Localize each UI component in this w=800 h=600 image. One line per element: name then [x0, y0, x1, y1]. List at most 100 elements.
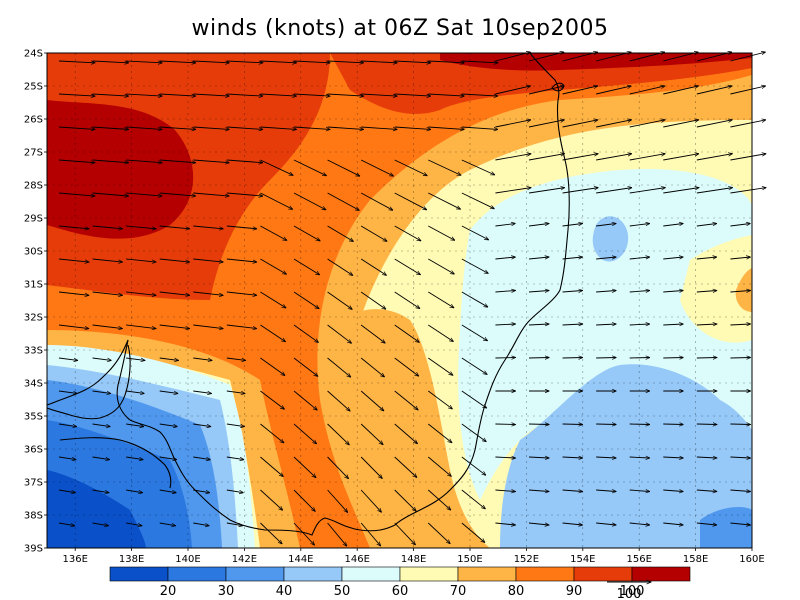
wind-vector [562, 188, 599, 194]
wind-vector [495, 52, 530, 62]
wind-vector [495, 120, 530, 128]
wind-vector [58, 522, 75, 526]
wind-vector [360, 423, 383, 445]
wind-vector [562, 52, 598, 62]
wind-vector [730, 224, 750, 227]
wind-vector [696, 188, 733, 194]
wind-vector [260, 225, 286, 240]
wind-vector [260, 357, 284, 375]
wind-vector [360, 258, 386, 275]
wind-vector [663, 120, 698, 128]
wind-vector [159, 423, 178, 427]
wind-vector [193, 489, 209, 493]
wind-vector [528, 257, 549, 259]
wind-vector [126, 324, 156, 329]
wind-vector [730, 457, 750, 458]
lon-label: 136E [62, 554, 87, 565]
wind-vector [663, 291, 683, 292]
wind-vector [92, 456, 110, 460]
wind-vector [360, 159, 393, 176]
wind-vector [226, 126, 263, 129]
wind-vector [696, 224, 717, 227]
wind-vector [159, 291, 190, 295]
wind-vector [193, 93, 229, 96]
lat-label: 37S [24, 478, 43, 489]
wind-vector [528, 86, 564, 95]
wind-vector [528, 457, 549, 458]
wind-vector [58, 159, 95, 163]
wind-vector [58, 489, 75, 493]
lat-label: 30S [24, 247, 43, 258]
wind-vector [461, 192, 494, 209]
wind-vector [260, 522, 282, 544]
wind-vector [327, 225, 354, 241]
colorbar-label: 30 [218, 584, 235, 599]
wind-vector [327, 258, 353, 275]
wind-vector [293, 456, 316, 478]
wind-vector [226, 489, 243, 493]
wind-vector [92, 357, 112, 360]
wind-vector [629, 188, 666, 194]
lon-label: 148E [401, 554, 426, 565]
wind-vector [327, 423, 350, 445]
colorbar-swatch [225, 566, 285, 582]
wind-vector [260, 390, 284, 409]
wind-vector [193, 324, 223, 329]
wind-vector [58, 390, 77, 393]
wind-vector [596, 523, 616, 525]
wind-vector [193, 456, 210, 460]
wind-vector [428, 357, 453, 375]
wind-vector [159, 489, 176, 493]
wind-vector [394, 126, 431, 129]
colorbar [109, 566, 691, 582]
wind-vector [629, 257, 650, 259]
wind-vector [428, 192, 460, 209]
wind-vector [293, 357, 318, 376]
wind-vector [58, 258, 89, 262]
wind-vector [260, 61, 296, 63]
wind-vector [159, 258, 190, 262]
wind-vector [92, 93, 129, 96]
colorbar-swatch [109, 566, 169, 582]
wind-vector [126, 93, 162, 96]
wind-vector [226, 61, 263, 63]
wind-vector [596, 120, 631, 128]
wind-vector [428, 225, 454, 240]
wind-vector [126, 225, 156, 229]
wind-vector [495, 457, 515, 458]
wind-vector [58, 357, 78, 360]
wind-vector [360, 489, 381, 512]
wind-vector [428, 423, 452, 443]
colorbar-swatch [399, 566, 459, 582]
wind-vector [629, 523, 650, 525]
wind-vector [730, 188, 766, 194]
wind-vector [327, 489, 348, 512]
wind-vector [92, 423, 111, 427]
wind-vector [696, 324, 717, 325]
wind-vector [663, 324, 683, 325]
wind-vector [696, 457, 717, 458]
wind-vector [293, 159, 326, 176]
wind-vector [394, 423, 418, 444]
lat-label: 27S [24, 148, 43, 159]
contour-110-northwest [47, 100, 194, 239]
wind-vector [159, 61, 196, 63]
lat-label: 39S [24, 544, 43, 555]
wind-vector [126, 159, 162, 163]
wind-vector [394, 61, 431, 63]
lon-label: 144E [288, 554, 313, 565]
wind-vector [360, 357, 384, 377]
wind-vector [528, 291, 549, 292]
wind-vector [663, 154, 698, 161]
colorbar-swatch [457, 566, 517, 582]
lon-label: 158E [683, 554, 708, 565]
wind-vector [126, 357, 145, 360]
plot-frame [46, 52, 753, 549]
wind-vector [360, 225, 387, 241]
wind-vector [159, 126, 196, 129]
wind-vector [226, 456, 244, 460]
wind-vector [730, 324, 750, 325]
wind-vector [461, 324, 488, 341]
colorbar-swatch [167, 566, 227, 582]
wind-vector [260, 258, 286, 274]
